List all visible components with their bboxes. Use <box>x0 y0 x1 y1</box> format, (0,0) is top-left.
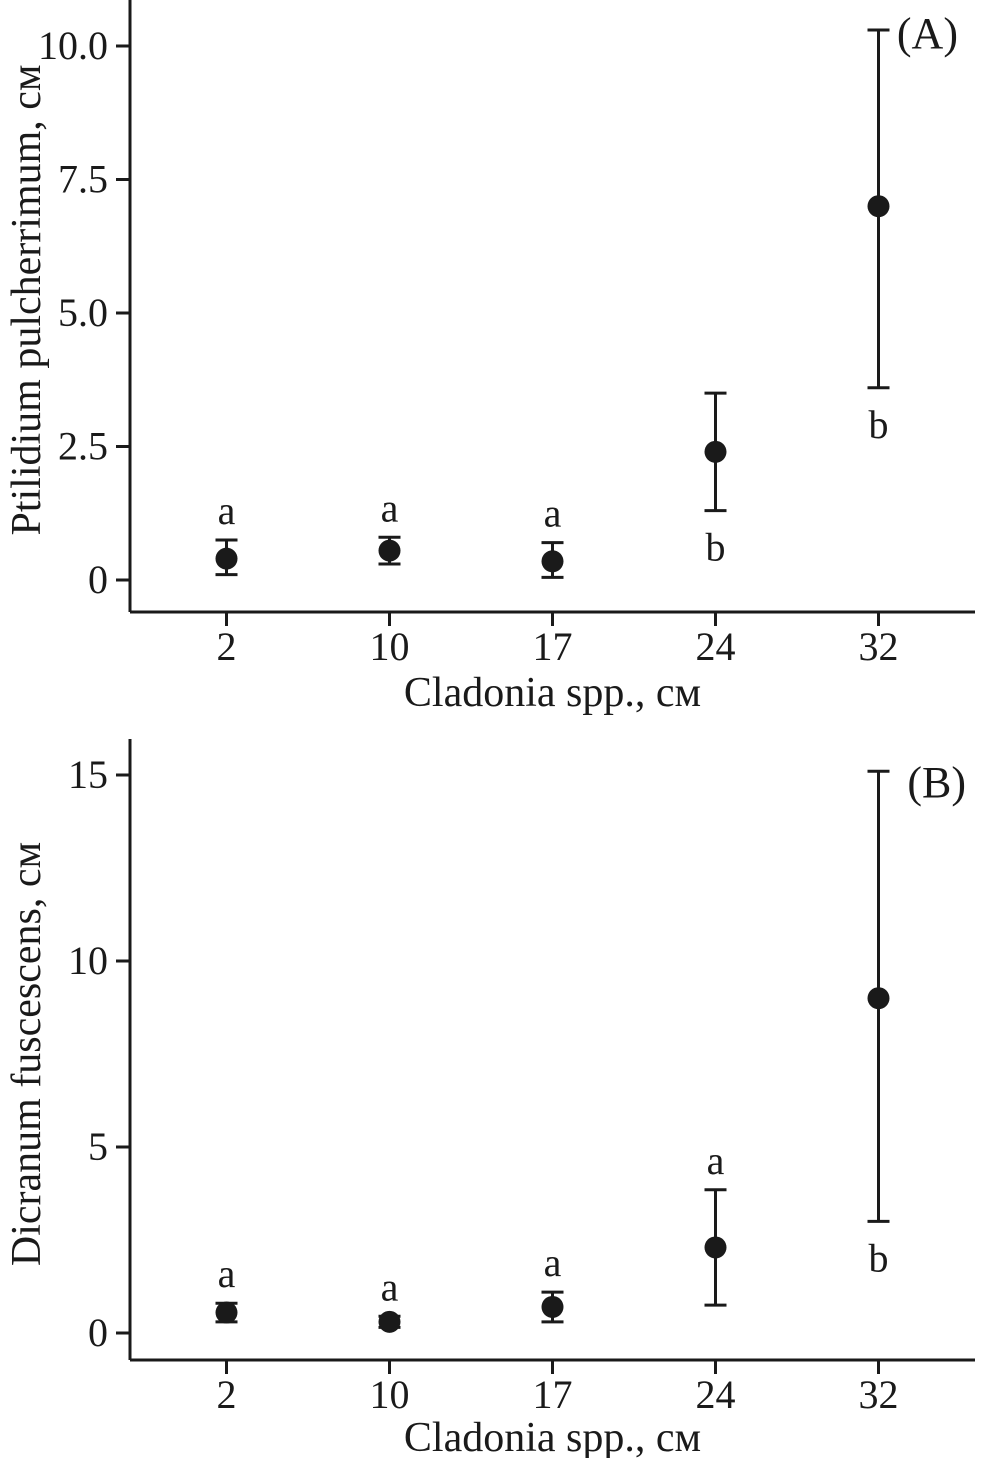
data-point <box>378 1310 401 1333</box>
x-axis-tick-label: 10 <box>370 1372 410 1417</box>
data-point <box>378 539 401 562</box>
y-axis-tick-label: 2.5 <box>58 424 108 469</box>
significance-letter: a <box>544 491 562 536</box>
significance-letter: b <box>869 402 889 447</box>
data-point <box>867 195 890 218</box>
x-axis-title: Cladonia spp., см <box>404 670 701 716</box>
x-axis-tick-label: 2 <box>217 624 237 669</box>
panel-b-chart: 0 5 10 15 2 10 17 24 32 a a a a b Cladonia spp., см Dic… <box>4 739 975 1458</box>
y-axis-title: Dicranum fuscescens, см <box>4 842 50 1266</box>
data-point <box>541 550 564 573</box>
y-axis-tick-label: 15 <box>68 752 108 797</box>
y-axis-tick-label: 0 <box>88 557 108 602</box>
x-axis-tick-label: 32 <box>859 624 899 669</box>
x-axis-tick-label: 24 <box>696 624 736 669</box>
panel-label: (B) <box>907 758 966 807</box>
y-axis-title: Ptilidium pulcherrimum, см <box>4 64 50 535</box>
data-point <box>215 1301 238 1324</box>
data-point <box>867 987 890 1010</box>
x-axis-tick-label: 17 <box>533 624 573 669</box>
data-point <box>215 547 238 570</box>
significance-letter: a <box>544 1240 562 1285</box>
y-axis-tick-label: 10 <box>68 938 108 983</box>
y-axis-tick-label: 0 <box>88 1310 108 1355</box>
data-point <box>541 1295 564 1318</box>
panel-a-chart: 0 2.5 5.0 7.5 10.0 2 10 17 24 32 a a a b b Cladonia spp… <box>4 0 975 716</box>
x-axis-tick-label: 24 <box>696 1372 736 1417</box>
x-axis-tick-label: 17 <box>533 1372 573 1417</box>
y-axis-tick-label: 5.0 <box>58 290 108 335</box>
data-point <box>704 1236 727 1259</box>
y-axis-tick-label: 5 <box>88 1124 108 1169</box>
panel-label: (A) <box>897 9 958 58</box>
significance-letter: a <box>381 1264 399 1309</box>
x-axis-tick-label: 2 <box>217 1372 237 1417</box>
significance-letter: a <box>381 485 399 530</box>
significance-letter: b <box>869 1235 889 1280</box>
y-axis-tick-label: 10.0 <box>38 23 108 68</box>
significance-letter: a <box>707 1138 725 1183</box>
significance-letter: a <box>218 1251 236 1296</box>
significance-letter: a <box>218 488 236 533</box>
x-axis-title: Cladonia spp., см <box>404 1415 701 1458</box>
x-axis-tick-label: 32 <box>859 1372 899 1417</box>
y-axis-tick-label: 7.5 <box>58 157 108 202</box>
x-axis-tick-label: 10 <box>370 624 410 669</box>
data-point <box>704 440 727 463</box>
significance-letter: b <box>706 525 726 570</box>
